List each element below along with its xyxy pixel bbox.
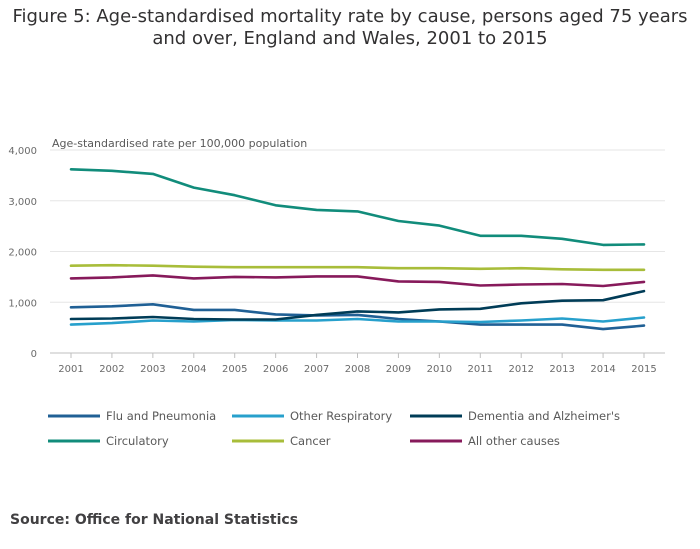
x-tick-label: 2013: [549, 364, 574, 375]
legend-label: Circulatory: [106, 434, 169, 448]
y-tick-label: 4,000: [8, 146, 37, 157]
legend: Flu and Pneumonia Other Respiratory Dement…: [48, 409, 620, 448]
x-tick-label: 2015: [631, 364, 656, 375]
series-line-4: [69, 263, 646, 272]
gridlines: [50, 149, 665, 354]
y-axis-label: Age-standardised rate per 100,000 popula…: [52, 137, 307, 150]
series-line-1: [69, 316, 646, 326]
x-tick-label: 2001: [58, 364, 83, 375]
y-tick-label: 3,000: [8, 197, 37, 208]
x-tick-label: 2002: [99, 364, 124, 375]
chart-title: Figure 5: Age-standardised mortality rat…: [0, 6, 700, 50]
y-tick-label: 2,000: [8, 248, 37, 259]
legend-label: Flu and Pneumonia: [106, 409, 216, 423]
series-line-0: [69, 302, 646, 331]
series-line-3: [69, 168, 646, 247]
legend-label: Cancer: [290, 434, 331, 448]
x-tick-label: 2007: [304, 364, 329, 375]
x-tick-label: 2006: [263, 364, 288, 375]
x-axis: 2001 2002 2003 2004 2005 2006 2007 2008 2009 2010…: [58, 353, 657, 375]
x-tick-label: 2009: [386, 364, 411, 375]
legend-label: All other causes: [468, 434, 560, 448]
x-tick-label: 2004: [181, 364, 206, 375]
x-tick-label: 2012: [508, 364, 533, 375]
x-tick-label: 2008: [345, 364, 370, 375]
chart-title-line-1: Figure 5: Age-standardised mortality rat…: [12, 6, 688, 27]
chart-title-line-2: and over, England and Wales, 2001 to 201…: [152, 28, 548, 49]
y-tick-label: 0: [31, 349, 37, 360]
source-note: Source: Office for National Statistics: [10, 512, 299, 528]
legend-label: Dementia and Alzheimer's: [468, 409, 620, 423]
x-tick-label: 2011: [468, 364, 493, 375]
series-lines: [69, 168, 646, 331]
legend-label: Other Respiratory: [290, 409, 392, 423]
x-tick-label: 2003: [140, 364, 165, 375]
y-axis: 0 1,000 2,000 3,000 4,000: [8, 146, 37, 360]
x-tick-label: 2005: [222, 364, 247, 375]
y-tick-label: 1,000: [8, 298, 37, 309]
series-line-5: [69, 274, 646, 288]
x-tick-label: 2014: [590, 364, 615, 375]
series-line-2: [69, 289, 646, 321]
x-tick-label: 2010: [427, 364, 452, 375]
